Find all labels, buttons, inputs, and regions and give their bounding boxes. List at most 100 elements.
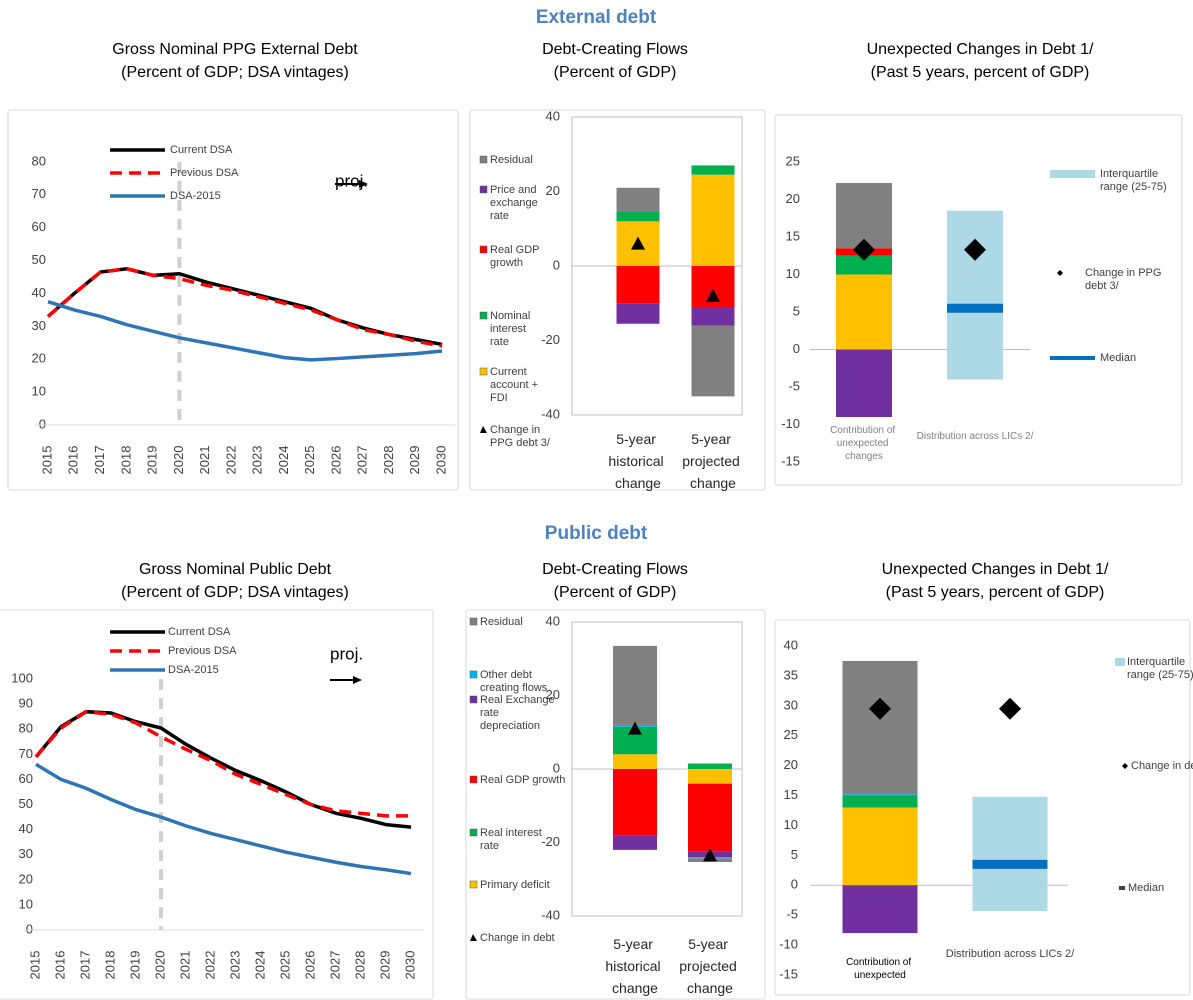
bar-segment xyxy=(613,754,657,769)
bar-segment xyxy=(691,325,735,397)
x-tick-label: Distribution across LICs 2/ xyxy=(946,948,1075,960)
x-tick-label: 2023 xyxy=(227,951,242,980)
annotation: proj. xyxy=(335,171,368,190)
y-tick-label: 20 xyxy=(784,757,798,772)
bar-segment xyxy=(613,769,657,836)
y-tick-label: 60 xyxy=(19,771,33,786)
x-tick-label: 5-year historical change xyxy=(605,936,664,996)
y-tick-label: 0 xyxy=(793,341,800,356)
y-tick-label: 30 xyxy=(19,846,33,861)
y-tick-label: 20 xyxy=(32,351,46,366)
legend-label: DSA-2015 xyxy=(170,190,221,202)
legend-swatch xyxy=(469,775,478,784)
legend-swatch xyxy=(470,934,477,941)
legend-swatch xyxy=(1122,763,1128,769)
interquartile-box xyxy=(947,210,1003,380)
y-tick-label: 40 xyxy=(546,613,560,628)
legend-label: Current DSA xyxy=(168,626,231,638)
x-tick-label: 2026 xyxy=(302,951,317,980)
x-tick-label: 2026 xyxy=(328,446,343,475)
x-tick-label: 2029 xyxy=(407,446,422,475)
legend-swatch xyxy=(479,367,488,376)
x-tick-label: 2024 xyxy=(276,446,291,475)
x-tick-label: 2030 xyxy=(402,951,417,980)
legend-swatch xyxy=(469,695,478,704)
bar-segment xyxy=(613,645,657,725)
y-tick-label: 0 xyxy=(791,877,798,892)
x-tick-label: 2015 xyxy=(39,446,54,475)
chart-title: Debt-Creating Flows xyxy=(542,41,688,58)
y-tick-label: 70 xyxy=(32,186,46,201)
chart-title: Unexpected Changes in Debt 1/ xyxy=(882,561,1109,578)
change-marker xyxy=(706,288,720,302)
chart-title: Gross Nominal PPG External Debt xyxy=(112,41,358,58)
x-tick-label: 2016 xyxy=(52,951,67,980)
legend-label: Change in PPG debt 3/ xyxy=(1085,267,1165,292)
x-tick-label: 2025 xyxy=(302,446,317,475)
x-tick-label: 2027 xyxy=(327,951,342,980)
section-title: External debt xyxy=(536,7,657,28)
x-tick-label: 2024 xyxy=(252,951,267,980)
x-tick-label: 2021 xyxy=(177,951,192,980)
bar-segment xyxy=(842,660,918,795)
y-tick-label: 35 xyxy=(784,667,798,682)
legend-label: Change in debt xyxy=(1131,760,1193,772)
y-tick-label: 40 xyxy=(784,637,798,652)
y-tick-label: 25 xyxy=(784,727,798,742)
chart-title: Unexpected Changes in Debt 1/ xyxy=(867,41,1094,58)
panel-frame xyxy=(465,609,766,1000)
change-marker xyxy=(853,238,875,261)
bar-segment xyxy=(836,274,892,350)
chart-title: Gross Nominal Public Debt xyxy=(139,561,332,578)
chart-subtitle: (Percent of GDP) xyxy=(554,64,677,81)
x-tick-label: 5-year projected change xyxy=(682,431,743,491)
y-tick-label: 40 xyxy=(546,108,560,123)
legend-label: Interquartile range (25-75) xyxy=(1127,656,1193,681)
y-tick-label: 80 xyxy=(19,721,33,736)
y-tick-label: 20 xyxy=(546,183,560,198)
legend-label: Price and exchange rate xyxy=(490,184,541,222)
x-tick-label: 2023 xyxy=(250,446,265,475)
x-tick-label: 2020 xyxy=(152,951,167,980)
change-marker xyxy=(631,236,645,250)
legend-swatch xyxy=(469,617,478,626)
y-tick-label: 10 xyxy=(19,896,33,911)
legend-swatch xyxy=(479,185,488,194)
legend-label: Current account + FDI xyxy=(490,366,541,404)
arrow-head xyxy=(353,676,362,684)
y-tick-label: 100 xyxy=(11,671,33,686)
y-tick-label: 20 xyxy=(786,191,800,206)
series-line xyxy=(47,299,443,362)
panel-frame xyxy=(0,609,434,1000)
y-tick-label: 40 xyxy=(19,821,33,836)
panel-frame xyxy=(469,109,766,491)
chart-subtitle: (Percent of GDP; DSA vintages) xyxy=(121,64,349,81)
y-tick-label: -15 xyxy=(781,453,800,468)
change-marker xyxy=(703,848,717,862)
x-tick-label: 2019 xyxy=(145,446,160,475)
series-line xyxy=(35,762,412,876)
y-tick-label: 0 xyxy=(553,257,560,272)
series-line xyxy=(46,267,443,348)
legend-label: DSA-2015 xyxy=(168,664,219,676)
series-line xyxy=(46,267,443,347)
x-tick-label: 2020 xyxy=(171,446,186,475)
x-tick-label: 2025 xyxy=(277,951,292,980)
y-tick-label: -10 xyxy=(779,937,798,952)
series-line xyxy=(34,709,411,818)
legend-swatch xyxy=(469,880,478,889)
legend-label: Residual xyxy=(480,616,523,628)
bar-segment xyxy=(688,769,732,784)
y-tick-label: -40 xyxy=(541,406,560,421)
legend-label: Change in PPG debt 3/ xyxy=(490,424,551,449)
bar-segment xyxy=(842,794,918,796)
x-tick-label: 2030 xyxy=(434,446,449,475)
median-bar xyxy=(972,859,1048,869)
x-tick-label: Contribution of unexpected xyxy=(846,957,914,981)
legend-swatch xyxy=(479,245,488,254)
y-tick-label: 10 xyxy=(32,384,46,399)
legend-label: Other debt creating flows xyxy=(480,669,548,694)
bar-segment xyxy=(836,349,892,417)
y-tick-label: 10 xyxy=(784,817,798,832)
